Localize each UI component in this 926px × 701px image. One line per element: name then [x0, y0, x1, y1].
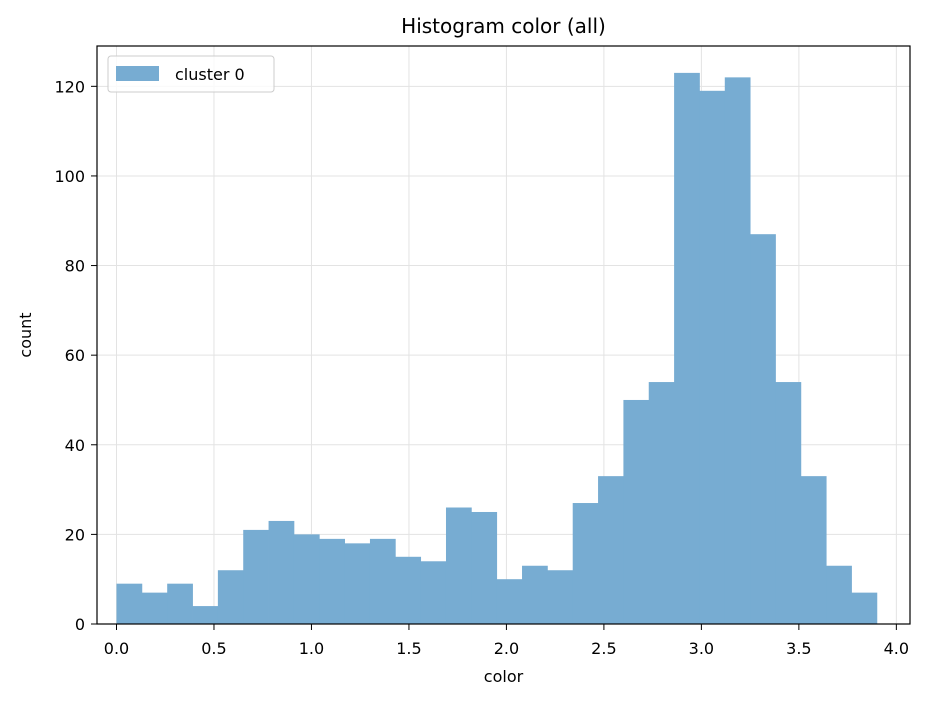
histogram-bar [826, 565, 852, 624]
y-tick-label: 20 [65, 525, 85, 544]
histogram-bar [217, 570, 244, 624]
x-tick-label: 1.0 [299, 639, 324, 658]
histogram-bar [547, 570, 574, 624]
y-tick-label: 100 [54, 167, 85, 186]
histogram-bar [319, 538, 346, 624]
legend-box [107, 55, 275, 93]
histogram-bar [648, 382, 675, 624]
histogram-bar [243, 529, 269, 624]
x-axis-label: color [484, 667, 524, 686]
y-tick-label: 40 [65, 436, 85, 455]
histogram-bar [420, 561, 447, 624]
x-tick-label: 3.0 [689, 639, 714, 658]
x-tick-label: 0.5 [201, 639, 226, 658]
legend: cluster 0 [107, 55, 275, 93]
y-tick-label: 0 [75, 615, 85, 634]
histogram-bar [674, 72, 700, 624]
legend-swatch [116, 66, 159, 81]
chart-title: Histogram color (all) [401, 14, 606, 38]
y-axis-label: count [16, 312, 35, 357]
x-tick-label: 3.5 [786, 639, 811, 658]
y-tick-label: 60 [65, 346, 85, 365]
histogram-bar [623, 399, 650, 624]
histogram-bar [116, 583, 143, 624]
histogram-bar [141, 592, 168, 624]
histogram-bar [268, 520, 295, 624]
histogram-bar [167, 583, 193, 624]
histogram-bar [775, 382, 802, 624]
bars [116, 72, 878, 625]
x-tick-label: 1.5 [396, 639, 421, 658]
histogram-bar [851, 592, 878, 624]
histogram-bar [471, 511, 498, 624]
x-tick-label: 2.5 [591, 639, 616, 658]
x-tick-label: 2.0 [494, 639, 519, 658]
histogram-bar [395, 556, 422, 624]
legend-label: cluster 0 [175, 65, 245, 84]
histogram-bar [699, 90, 726, 624]
histogram-bar [369, 538, 396, 624]
histogram-bar [750, 234, 776, 625]
ticks: 0.0 0.5 1.0 1.5 2.0 2.5 3.0 3.5 4.0 0 20 40 60 80 100 1… [54, 77, 909, 658]
histogram-bar [598, 476, 624, 624]
histogram-bar [445, 507, 472, 624]
x-tick-label: 0.0 [104, 639, 129, 658]
histogram-bar [800, 476, 827, 624]
y-tick-label: 80 [65, 257, 85, 276]
x-tick-label: 4.0 [884, 639, 909, 658]
histogram-bar [192, 606, 219, 624]
histogram-bar [724, 77, 751, 625]
histogram-bar [344, 543, 371, 624]
y-tick-label: 120 [54, 77, 85, 96]
histogram-bar [293, 534, 320, 624]
histogram-bar [572, 503, 599, 624]
plot-frame [96, 45, 911, 625]
histogram-bar [522, 565, 548, 624]
histogram-bar [496, 579, 523, 624]
